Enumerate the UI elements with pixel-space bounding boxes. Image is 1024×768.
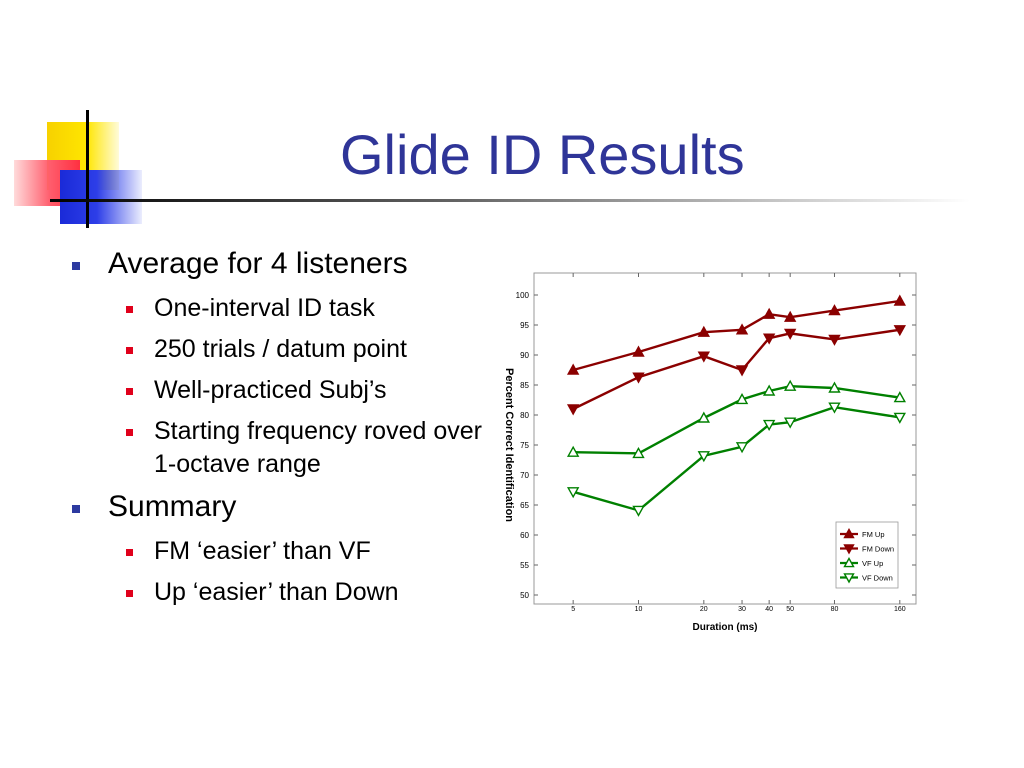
data-point-vf-up (735, 392, 749, 405)
data-point-fm-up (828, 304, 841, 316)
y-tick-label: 60 (520, 531, 529, 540)
y-tick-label: 95 (520, 321, 529, 330)
sub-bullet-frequency: Starting frequency roved over 1-octave r… (70, 415, 490, 481)
x-tick-label: 20 (700, 606, 708, 613)
data-point-fm-up (697, 325, 711, 337)
sub-bullet-task: One-interval ID task (70, 292, 490, 325)
data-point-vf-down (566, 487, 580, 499)
bullet-summary: Summary (70, 487, 490, 527)
slide-title: Glide ID Results (340, 123, 745, 186)
legend-label-fm-down: FM Down (862, 545, 894, 554)
data-point-fm-down (566, 404, 580, 416)
legend-label-fm-up: FM Up (862, 530, 885, 539)
x-tick-label: 50 (786, 606, 794, 613)
data-point-fm-down (828, 334, 841, 346)
data-point-vf-down (783, 417, 797, 429)
x-tick-label: 10 (635, 606, 643, 613)
legend-label-vf-up: VF Up (862, 559, 883, 568)
y-tick-label: 55 (520, 561, 529, 570)
bullet-list: Average for 4 listeners One-interval ID … (70, 244, 490, 609)
sub-bullet-subjects: Well-practiced Subj’s (70, 374, 490, 407)
bullet-average: Average for 4 listeners (70, 244, 490, 284)
data-point-vf-up (783, 379, 797, 391)
series-line-fm-down (572, 328, 900, 411)
sub-bullet-up-easier: Up ‘easier’ than Down (70, 576, 490, 609)
data-point-vf-up (828, 381, 841, 393)
data-point-vf-down (697, 451, 711, 463)
y-axis-label: Percent Correct Identification (503, 368, 515, 522)
y-tick-label: 85 (520, 381, 529, 390)
data-point-fm-up (783, 310, 797, 322)
data-point-vf-up (632, 446, 645, 459)
data-point-fm-down (783, 328, 797, 340)
x-axis-label: Duration (ms) (693, 622, 758, 633)
data-point-vf-up (697, 411, 711, 423)
legend-marker-vf-down (843, 573, 855, 584)
y-tick-label: 50 (520, 591, 529, 600)
chart-svg: 50 55 60 65 70 75 80 85 90 95 100 5 10 20 30 40 50 80 160 D… (503, 272, 917, 633)
data-point-fm-up (893, 294, 906, 306)
data-point-vf-down (828, 402, 841, 414)
series-line-vf-up (573, 384, 900, 455)
x-tick-label: 30 (738, 606, 746, 613)
data-point-vf-up (893, 391, 906, 403)
data-point-fm-down (735, 365, 749, 377)
legend-label-vf-down: VF Down (862, 574, 893, 583)
sub-bullet-trials: 250 trials / datum point (70, 333, 490, 366)
logo-vertical-line (86, 110, 89, 228)
legend-marker-vf-up (843, 557, 855, 568)
data-point-fm-up (566, 363, 580, 375)
y-tick-label: 75 (520, 441, 529, 450)
data-point-fm-down (893, 325, 906, 337)
legend-marker-fm-down (843, 544, 855, 555)
data-point-fm-up (762, 307, 776, 319)
y-tick-label: 70 (520, 471, 529, 480)
data-point-fm-down (762, 333, 776, 345)
data-point-vf-down (735, 442, 749, 454)
x-tick-label: 5 (571, 606, 575, 613)
data-point-vf-up (566, 445, 580, 457)
logo-blue-rectangle (60, 170, 142, 224)
data-point-vf-down (762, 419, 776, 432)
data-point-vf-down (632, 505, 645, 517)
series-line-fm-up (572, 299, 900, 372)
sub-bullet-fm-easier: FM ‘easier’ than VF (70, 535, 490, 568)
x-tick-label: 160 (894, 606, 906, 613)
y-tick-label: 65 (520, 501, 529, 510)
data-point-fm-up (632, 345, 645, 357)
y-tick-label: 100 (516, 291, 530, 300)
glide-id-chart: 50 55 60 65 70 75 80 85 90 95 100 5 10 20 30 40 50 80 160 D… (496, 268, 924, 636)
legend-marker-fm-up (843, 528, 855, 539)
data-point-fm-down (632, 372, 645, 384)
data-point-fm-up (735, 323, 749, 335)
y-tick-label: 80 (520, 411, 529, 420)
data-point-fm-down (697, 351, 711, 363)
series-line-vf-down (572, 405, 900, 512)
title-underline (50, 199, 970, 202)
y-tick-label: 90 (520, 351, 529, 360)
x-tick-label: 40 (765, 606, 773, 613)
data-point-vf-down (893, 412, 906, 424)
data-point-vf-up (762, 384, 776, 396)
x-tick-label: 80 (831, 606, 839, 613)
